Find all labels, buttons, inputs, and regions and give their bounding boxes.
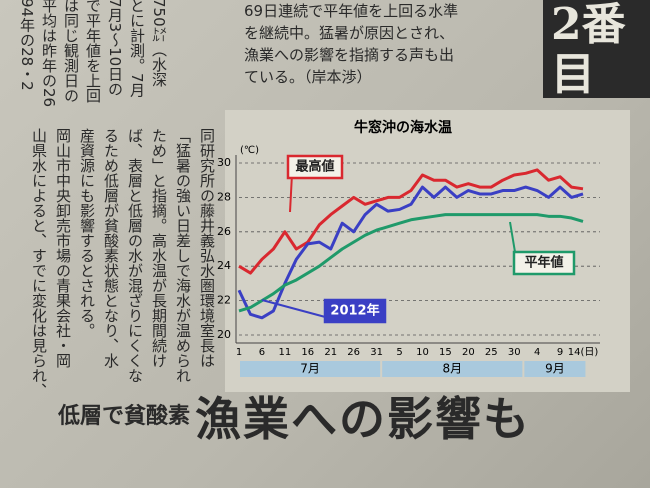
series-line: [238, 213, 584, 313]
series-line: [237, 185, 584, 320]
month-label: 7月: [300, 362, 320, 376]
lead-line: 69日連続で平年値を上回る水準: [244, 2, 459, 20]
text-column: 「猛暑の強い日差しで海水が温められ: [174, 128, 192, 383]
chart-title: 牛窓沖の海水温: [354, 119, 452, 136]
text-column: るため低層が貧酸素状態となり、水: [102, 128, 120, 368]
series-label-box: [512, 250, 576, 276]
text-column: は同じ観測日の: [62, 0, 80, 103]
series-label: 最高値: [295, 159, 334, 175]
series-label: 平年値: [524, 255, 563, 271]
month-label: 8月: [442, 362, 462, 376]
x-tick-label: 26: [347, 347, 360, 358]
x-tick-label: 11: [278, 347, 291, 358]
text-column: 7月3〜10日の: [106, 0, 124, 97]
text-column: 山県水によると、すでに変化は見られ、: [30, 128, 48, 398]
x-tick-label: 20: [462, 347, 475, 358]
month-band: [240, 361, 381, 377]
text-column: 産資源にも影響するとされる。: [78, 128, 96, 338]
label-leader: [261, 299, 330, 319]
y-tick-label: 30: [217, 156, 231, 169]
headline: 漁業への影響も: [195, 392, 531, 446]
badge: 2番目: [543, 0, 650, 100]
series-label: 2012年: [330, 303, 379, 319]
text-column: 94年の28・2: [18, 0, 36, 91]
text-column: ば、表層と低層の水が混ざりにくくな: [126, 128, 144, 383]
month-band: [382, 361, 523, 377]
lead-line: 漁業への影響を指摘する声も出: [244, 46, 455, 64]
series-line: [238, 168, 584, 275]
x-tick-label: 15: [439, 347, 452, 358]
y-unit: (℃): [240, 145, 259, 156]
y-tick-label: 28: [217, 190, 231, 203]
series-label-box: [323, 298, 387, 324]
lead-line: を継続中。猛暑が原因とされ、: [244, 24, 455, 42]
month-band: [524, 361, 586, 377]
text-column: 同研究所の藤井義弘水圏環境室長は: [198, 128, 216, 368]
text-column: で平年値を上回: [84, 0, 102, 103]
x-tick-label: 1: [236, 347, 242, 358]
text-column: 750㍍（水深: [150, 0, 168, 87]
y-tick-label: 22: [217, 294, 231, 307]
subheadline: 低層で貧酸素: [58, 404, 191, 429]
x-tick-label: 14(日): [568, 347, 599, 358]
month-label: 9月: [545, 362, 565, 376]
x-tick-label: 25: [485, 347, 498, 358]
text-column: 平均は昨年の26: [40, 0, 58, 108]
y-tick-label: 20: [217, 328, 231, 341]
x-tick-label: 10: [416, 347, 429, 358]
article-lead: 69日連続で平年値を上回る水準 を継続中。猛暑が原因とされ、 漁業への影響を指摘する…: [244, 0, 458, 88]
lead-line: ている。（岸本渉）: [244, 68, 372, 86]
label-leader: [289, 173, 293, 213]
x-tick-label: 5: [396, 347, 402, 358]
x-tick-label: 6: [259, 347, 265, 358]
x-tick-label: 9: [557, 347, 563, 358]
y-tick-label: 26: [217, 225, 231, 238]
text-column: ため」と指摘。高水温が長期間続け: [150, 128, 168, 368]
series-label-box: [286, 154, 344, 180]
text-column: 岡山市中央卸売市場の青果会社・岡: [54, 128, 72, 368]
x-tick-label: 31: [370, 347, 383, 358]
x-tick-label: 16: [301, 347, 314, 358]
y-tick-label: 24: [217, 259, 231, 272]
x-tick-label: 21: [324, 347, 337, 358]
text-column: とに計測。7月: [128, 0, 146, 98]
x-tick-label: 4: [534, 347, 540, 358]
x-tick-label: 30: [508, 347, 521, 358]
